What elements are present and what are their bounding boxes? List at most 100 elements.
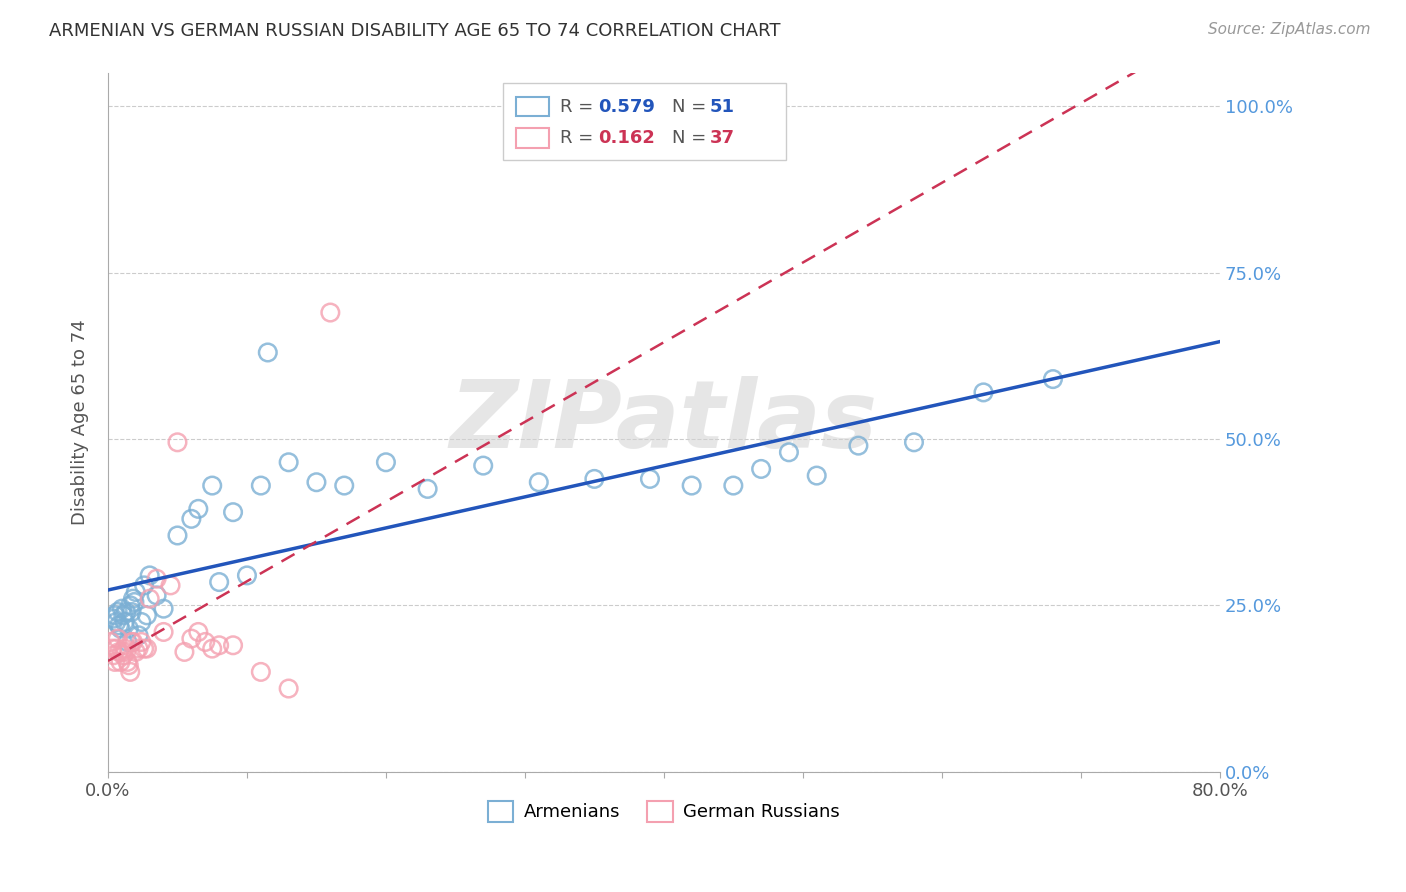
Point: [104, 655, 127, 669]
Point: [187, 624, 209, 639]
Point: [333, 478, 356, 492]
Point: [138, 568, 160, 582]
Point: [103, 648, 125, 663]
Point: [201, 478, 224, 492]
Point: [117, 655, 139, 669]
Point: [681, 478, 703, 492]
Text: R =: R =: [561, 97, 599, 116]
Point: [848, 439, 870, 453]
Point: [180, 632, 202, 646]
Point: [118, 658, 141, 673]
Text: 37: 37: [710, 129, 734, 147]
Text: Source: ZipAtlas.com: Source: ZipAtlas.com: [1208, 22, 1371, 37]
Point: [111, 645, 134, 659]
Text: N =: N =: [672, 97, 711, 116]
Point: [250, 665, 273, 679]
Point: [138, 591, 160, 606]
Point: [778, 445, 800, 459]
Point: [125, 585, 148, 599]
Point: [122, 635, 145, 649]
Point: [128, 641, 150, 656]
Point: [112, 608, 135, 623]
Point: [110, 655, 132, 669]
Point: [166, 528, 188, 542]
Bar: [516, 128, 550, 148]
Point: [145, 572, 167, 586]
Point: [120, 665, 142, 679]
Point: [112, 648, 135, 663]
Point: [114, 641, 136, 656]
Point: [135, 641, 157, 656]
Text: N =: N =: [672, 129, 711, 147]
Point: [166, 435, 188, 450]
Point: [118, 622, 141, 636]
Point: [583, 472, 606, 486]
Point: [115, 605, 138, 619]
Point: [115, 645, 138, 659]
Y-axis label: Disability Age 65 to 74: Disability Age 65 to 74: [72, 319, 89, 525]
Point: [416, 482, 439, 496]
Point: [122, 591, 145, 606]
Point: [120, 599, 142, 613]
Point: [145, 588, 167, 602]
Point: [527, 475, 550, 490]
Bar: [516, 96, 550, 116]
Point: [103, 612, 125, 626]
Point: [131, 615, 153, 629]
Point: [114, 615, 136, 629]
Text: 0.579: 0.579: [599, 97, 655, 116]
Point: [638, 472, 661, 486]
Point: [972, 385, 994, 400]
Point: [236, 568, 259, 582]
Point: [107, 605, 129, 619]
Point: [256, 345, 278, 359]
Point: [749, 462, 772, 476]
Point: [152, 601, 174, 615]
Point: [201, 641, 224, 656]
Point: [152, 624, 174, 639]
Point: [110, 622, 132, 636]
Legend: Armenians, German Russians: Armenians, German Russians: [481, 794, 848, 829]
Text: R =: R =: [561, 129, 599, 147]
Point: [222, 638, 245, 652]
Point: [319, 305, 342, 319]
Point: [124, 595, 146, 609]
Point: [806, 468, 828, 483]
Text: ARMENIAN VS GERMAN RUSSIAN DISABILITY AGE 65 TO 74 CORRELATION CHART: ARMENIAN VS GERMAN RUSSIAN DISABILITY AG…: [49, 22, 780, 40]
Text: ZIPatlas: ZIPatlas: [450, 376, 877, 468]
Point: [135, 608, 157, 623]
Point: [180, 512, 202, 526]
Point: [128, 628, 150, 642]
Point: [903, 435, 925, 450]
Point: [187, 501, 209, 516]
Point: [105, 615, 128, 629]
Point: [121, 635, 143, 649]
Point: [134, 641, 156, 656]
Point: [173, 645, 195, 659]
Point: [100, 635, 122, 649]
Point: [277, 681, 299, 696]
Point: [305, 475, 328, 490]
Point: [723, 478, 745, 492]
Point: [125, 645, 148, 659]
Point: [117, 635, 139, 649]
Point: [107, 632, 129, 646]
Point: [374, 455, 396, 469]
Point: [222, 505, 245, 519]
Bar: [503, 84, 786, 161]
Point: [105, 641, 128, 656]
Point: [121, 605, 143, 619]
Text: 51: 51: [710, 97, 734, 116]
Point: [131, 635, 153, 649]
Point: [1042, 372, 1064, 386]
Text: 0.162: 0.162: [599, 129, 655, 147]
Point: [104, 608, 127, 623]
Point: [250, 478, 273, 492]
Point: [159, 578, 181, 592]
Point: [108, 618, 131, 632]
Point: [472, 458, 495, 473]
Point: [111, 601, 134, 615]
Point: [208, 575, 231, 590]
Point: [194, 635, 217, 649]
Point: [277, 455, 299, 469]
